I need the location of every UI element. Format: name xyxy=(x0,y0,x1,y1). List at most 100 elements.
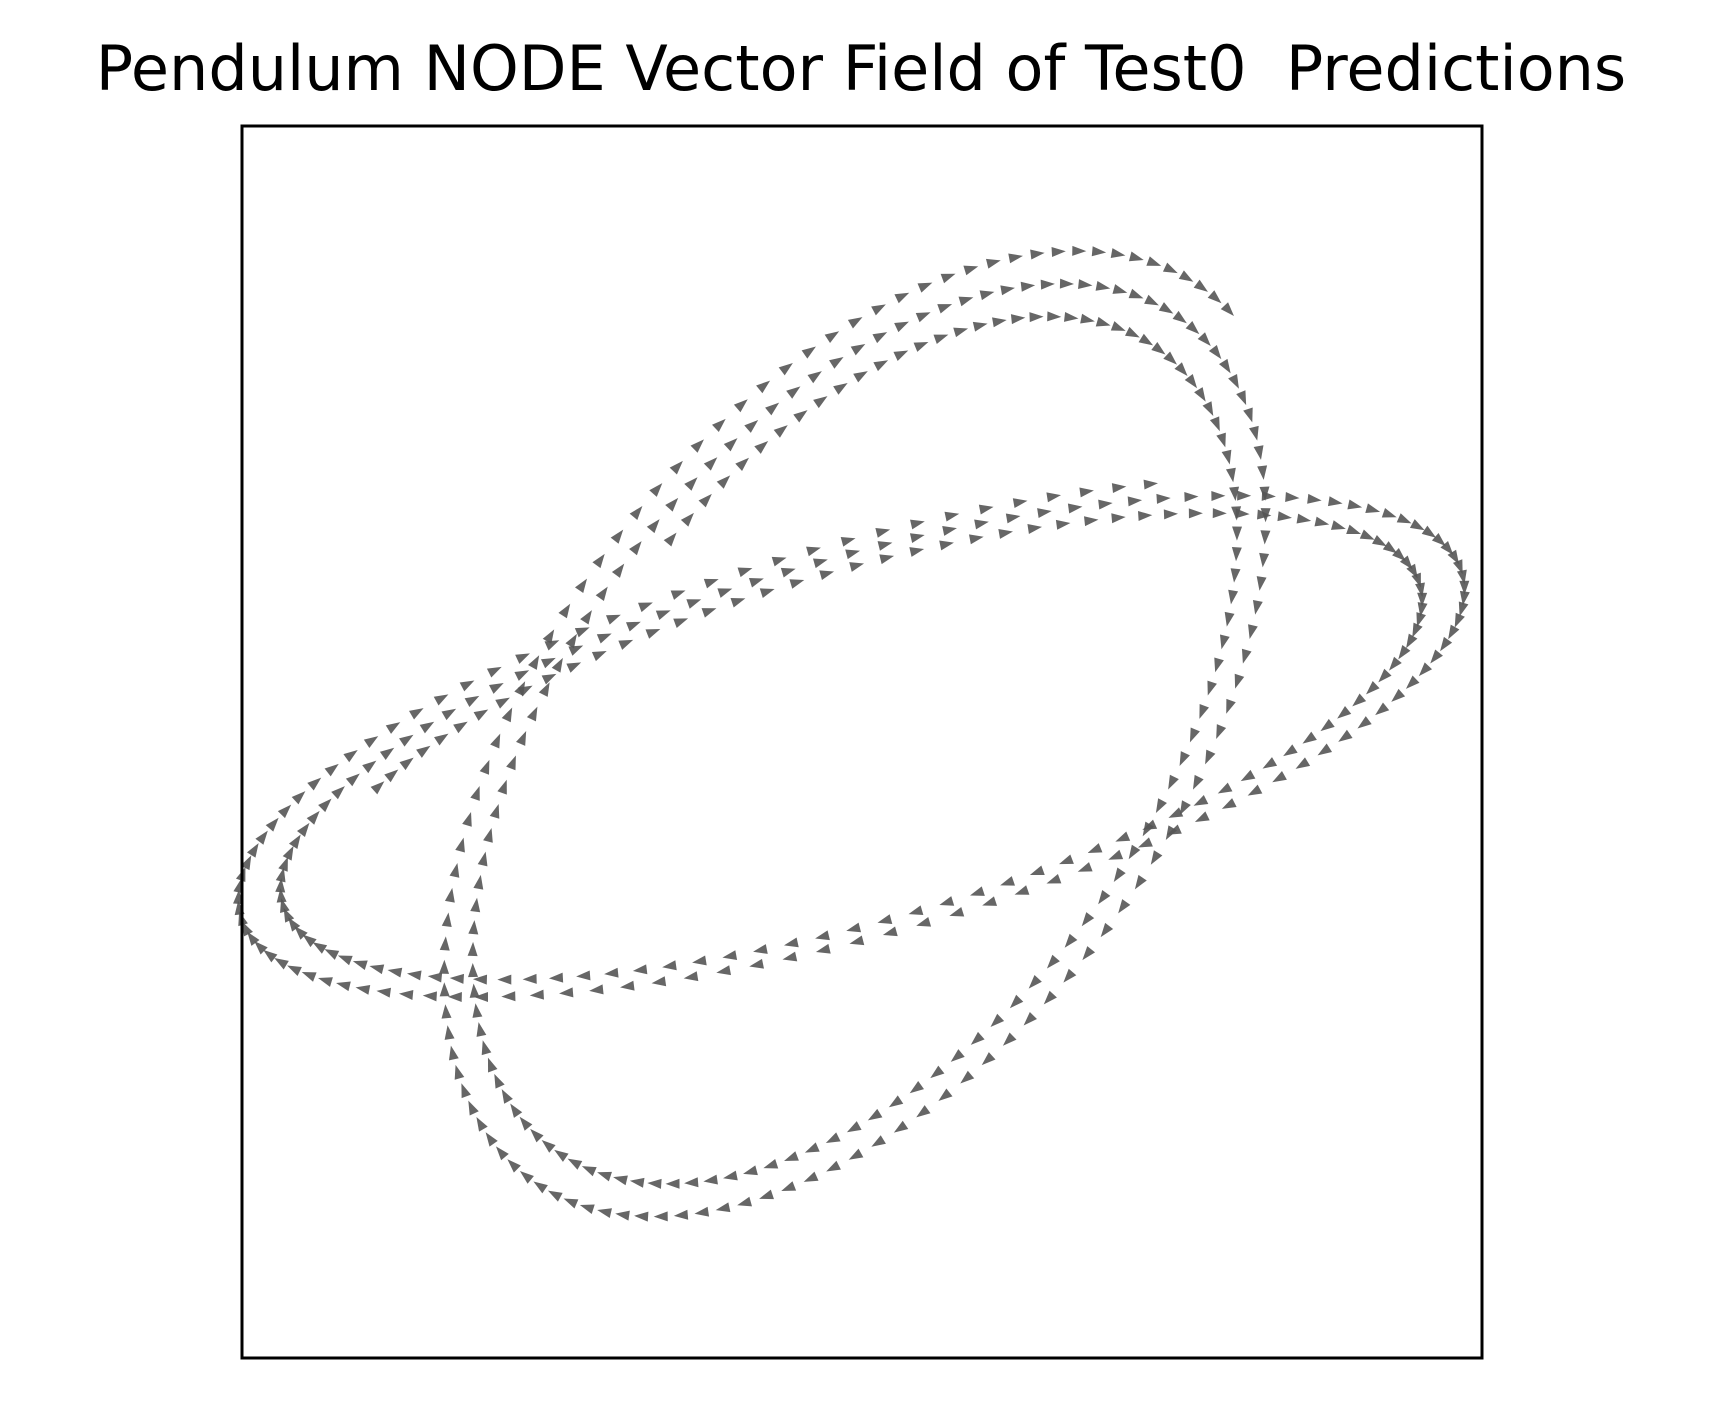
vector-arrow xyxy=(683,971,699,982)
vector-arrow xyxy=(1178,270,1194,282)
vector-arrow xyxy=(1091,246,1107,257)
vector-arrow xyxy=(461,1083,471,1099)
vector-arrow xyxy=(848,1148,864,1160)
vector-arrow xyxy=(1381,508,1397,518)
vector-arrow xyxy=(506,755,516,771)
vector-arrow xyxy=(684,1177,699,1188)
vector-arrow xyxy=(483,827,493,843)
vector-arrow xyxy=(939,896,955,906)
vector-arrow xyxy=(274,957,289,970)
vector-arrow xyxy=(826,1160,841,1172)
vector-arrow xyxy=(1207,680,1217,696)
vector-arrow xyxy=(565,633,577,649)
vector-arrow xyxy=(1146,256,1162,266)
vector-arrow xyxy=(1277,511,1292,522)
vector-arrow xyxy=(1452,559,1463,575)
vector-arrow xyxy=(540,657,556,669)
vector-arrow xyxy=(1447,549,1460,565)
vector-arrow xyxy=(985,258,1001,269)
vector-arrow xyxy=(1391,688,1406,702)
vector-arrow xyxy=(853,371,868,383)
vector-arrow xyxy=(771,556,787,567)
vector-arrow xyxy=(819,570,835,581)
vector-arrow xyxy=(567,1158,583,1170)
vector-arrow xyxy=(581,1166,597,1177)
vector-arrow xyxy=(978,504,994,515)
vector-arrow xyxy=(1359,529,1375,540)
vector-arrow xyxy=(462,811,472,827)
vector-arrow xyxy=(1047,311,1062,322)
vector-arrow xyxy=(703,457,718,471)
vector-arrow xyxy=(447,992,462,1003)
vector-arrow xyxy=(833,383,848,395)
vector-arrow xyxy=(419,721,435,734)
vector-arrow xyxy=(288,917,301,932)
vector-arrow xyxy=(665,497,679,512)
vector-arrow xyxy=(1168,807,1184,818)
vector-arrow xyxy=(459,680,475,692)
vector-arrow xyxy=(684,477,698,491)
vector-arrow xyxy=(1253,445,1264,460)
vector-arrow xyxy=(1063,311,1079,322)
vector-arrow xyxy=(1081,912,1095,927)
vector-arrow xyxy=(501,1089,513,1104)
vector-arrow xyxy=(680,512,694,527)
vector-arrow xyxy=(464,695,480,707)
vector-arrow xyxy=(559,987,574,998)
vector-arrow xyxy=(698,493,712,508)
vector-arrow xyxy=(1185,320,1200,335)
vector-arrow xyxy=(754,440,769,454)
vector-arrow xyxy=(717,588,733,598)
vector-arrow xyxy=(1005,513,1021,524)
vector-arrow xyxy=(384,769,399,783)
vector-arrow xyxy=(845,549,861,560)
vector-arrow xyxy=(1272,770,1287,783)
vector-arrow xyxy=(490,733,501,749)
vector-arrow xyxy=(427,972,443,983)
vector-arrow xyxy=(548,972,564,983)
vector-arrow xyxy=(629,1177,645,1188)
vector-arrow xyxy=(1087,843,1103,853)
vector-arrow xyxy=(669,460,683,475)
vector-arrow xyxy=(763,1158,779,1169)
vector-arrow xyxy=(1247,784,1263,796)
vector-arrow xyxy=(306,810,320,825)
vector-arrow xyxy=(756,380,771,394)
vector-arrow xyxy=(1378,668,1392,683)
vector-arrow xyxy=(909,547,925,557)
vector-arrow xyxy=(715,1202,731,1213)
vector-arrow xyxy=(336,981,351,992)
vector-arrow xyxy=(1127,496,1143,507)
vector-arrow xyxy=(1248,624,1258,639)
vector-arrow xyxy=(1220,302,1234,316)
vector-arrow xyxy=(1078,279,1093,290)
vector-arrow xyxy=(494,1073,505,1089)
vector-arrow xyxy=(1167,824,1182,835)
vector-arrow xyxy=(242,921,253,937)
vector-arrow xyxy=(1216,432,1226,448)
vector-arrow xyxy=(1189,727,1200,743)
vector-arrow xyxy=(913,341,929,352)
vector-arrow xyxy=(849,562,865,572)
vector-arrow xyxy=(563,1198,579,1209)
vector-arrow xyxy=(1216,724,1227,740)
vector-arrow xyxy=(686,599,702,609)
vector-arrow xyxy=(343,750,358,763)
vector-arrow xyxy=(613,1175,628,1186)
vector-arrow xyxy=(1396,513,1412,524)
vector-arrow xyxy=(1083,516,1099,527)
vector-arrow xyxy=(733,399,748,413)
vector-arrow xyxy=(1008,253,1023,264)
vector-arrow xyxy=(1448,624,1460,640)
vector-arrow xyxy=(610,529,624,544)
vector-arrow xyxy=(399,757,414,771)
vector-arrow xyxy=(1202,401,1214,416)
vector-arrow xyxy=(597,1171,612,1182)
vector-arrow xyxy=(470,786,480,801)
vector-arrow xyxy=(1209,416,1220,432)
vector-arrow xyxy=(730,598,746,608)
vector-arrow xyxy=(1399,555,1413,570)
vector-arrow xyxy=(1030,249,1045,260)
vector-arrow xyxy=(439,959,450,974)
vector-arrow xyxy=(1228,589,1239,605)
